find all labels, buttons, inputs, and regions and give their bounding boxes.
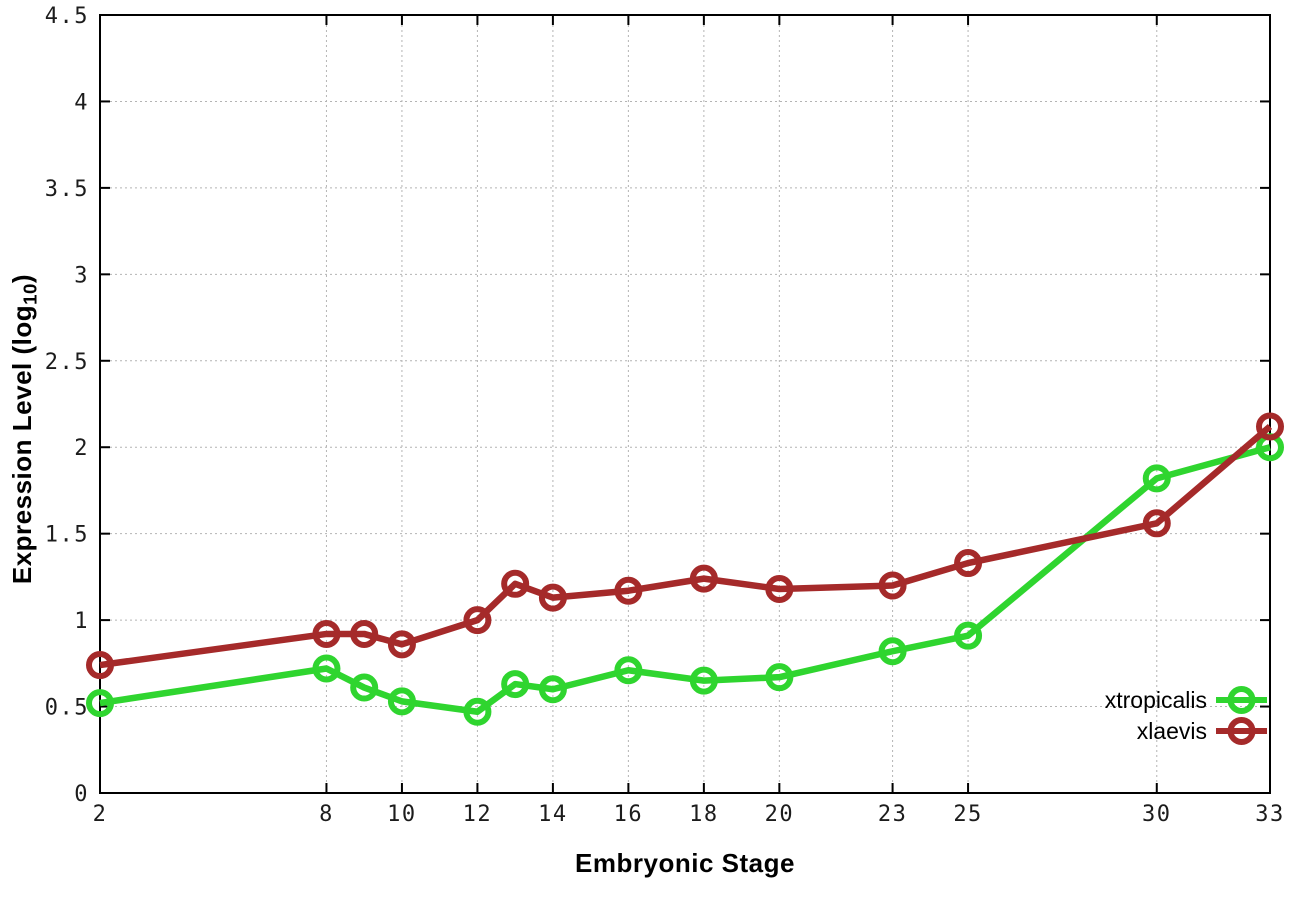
data-point-xlaevis — [765, 574, 794, 603]
x-tick-label: 25 — [953, 802, 983, 827]
data-point-xtropicalis — [350, 673, 379, 702]
legend-label-xlaevis: xlaevis — [1137, 718, 1207, 744]
data-point-xtropicalis — [1142, 464, 1171, 493]
y-axis-title-suffix: ) — [7, 273, 37, 284]
y-tick-label: 1.5 — [45, 523, 89, 548]
data-point-xlaevis — [86, 651, 114, 680]
data-point-xlaevis — [878, 571, 907, 600]
y-tick-label: 1 — [74, 609, 89, 634]
data-point-xtropicalis — [689, 666, 718, 695]
x-tick-label: 14 — [538, 802, 568, 827]
x-tick-label: 23 — [878, 802, 908, 827]
data-point-xlaevis — [538, 583, 567, 612]
legend-marker-xtropicalis — [1227, 686, 1256, 714]
data-point-xlaevis — [1256, 412, 1284, 441]
data-point-xtropicalis — [86, 689, 114, 718]
data-point-xtropicalis — [501, 670, 530, 699]
data-point-xtropicalis — [765, 663, 794, 692]
series-line-xlaevis — [99, 424, 1273, 669]
data-point-xlaevis — [501, 569, 530, 598]
y-tick-label: 4.5 — [45, 4, 89, 29]
y-tick-label: 2 — [74, 436, 89, 461]
y-tick-label: 0.5 — [45, 696, 89, 721]
x-tick-label: 20 — [765, 802, 795, 827]
legend-label-xtropicalis: xtropicalis — [1105, 687, 1207, 713]
x-tick-label: 10 — [387, 802, 417, 827]
data-point-xlaevis — [463, 606, 492, 635]
y-tick-label: 0 — [74, 782, 89, 807]
legend-marker-xlaevis — [1227, 717, 1256, 745]
data-point-xlaevis — [312, 619, 341, 648]
data-point-xlaevis — [954, 549, 983, 578]
x-tick-label: 16 — [614, 802, 644, 827]
y-tick-label: 4 — [74, 90, 89, 115]
x-axis-title-text: Embryonic Stage — [575, 848, 795, 878]
plot-border — [99, 14, 1271, 794]
data-point-xtropicalis — [878, 637, 907, 666]
data-point-xtropicalis — [312, 654, 341, 683]
x-tick-label: 18 — [689, 802, 719, 827]
data-point-xtropicalis — [538, 675, 567, 704]
x-tick-label: 12 — [463, 802, 493, 827]
x-tick-label: 2 — [93, 802, 108, 827]
x-tick-label: 8 — [319, 802, 334, 827]
data-point-xlaevis — [350, 619, 379, 648]
data-point-xtropicalis — [387, 687, 416, 716]
data-point-xlaevis — [387, 630, 416, 659]
data-point-xlaevis — [1142, 509, 1171, 538]
data-point-xtropicalis — [463, 697, 492, 726]
y-tick-label: 2.5 — [45, 350, 89, 375]
x-axis-title: Embryonic Stage — [100, 848, 1270, 879]
x-tick-label: 33 — [1255, 802, 1285, 827]
y-axis-title: Expression Level (log10) — [7, 129, 41, 729]
y-axis-title-prefix: Expression Level (log — [7, 304, 37, 585]
y-axis-title-subscript: 10 — [19, 283, 41, 305]
data-point-xtropicalis — [954, 621, 983, 650]
x-tick-label: 30 — [1142, 802, 1172, 827]
data-point-xlaevis — [689, 564, 718, 593]
data-point-xlaevis — [614, 576, 643, 605]
y-tick-label: 3.5 — [45, 177, 89, 202]
y-tick-label: 3 — [74, 263, 89, 288]
data-point-xtropicalis — [614, 656, 643, 685]
